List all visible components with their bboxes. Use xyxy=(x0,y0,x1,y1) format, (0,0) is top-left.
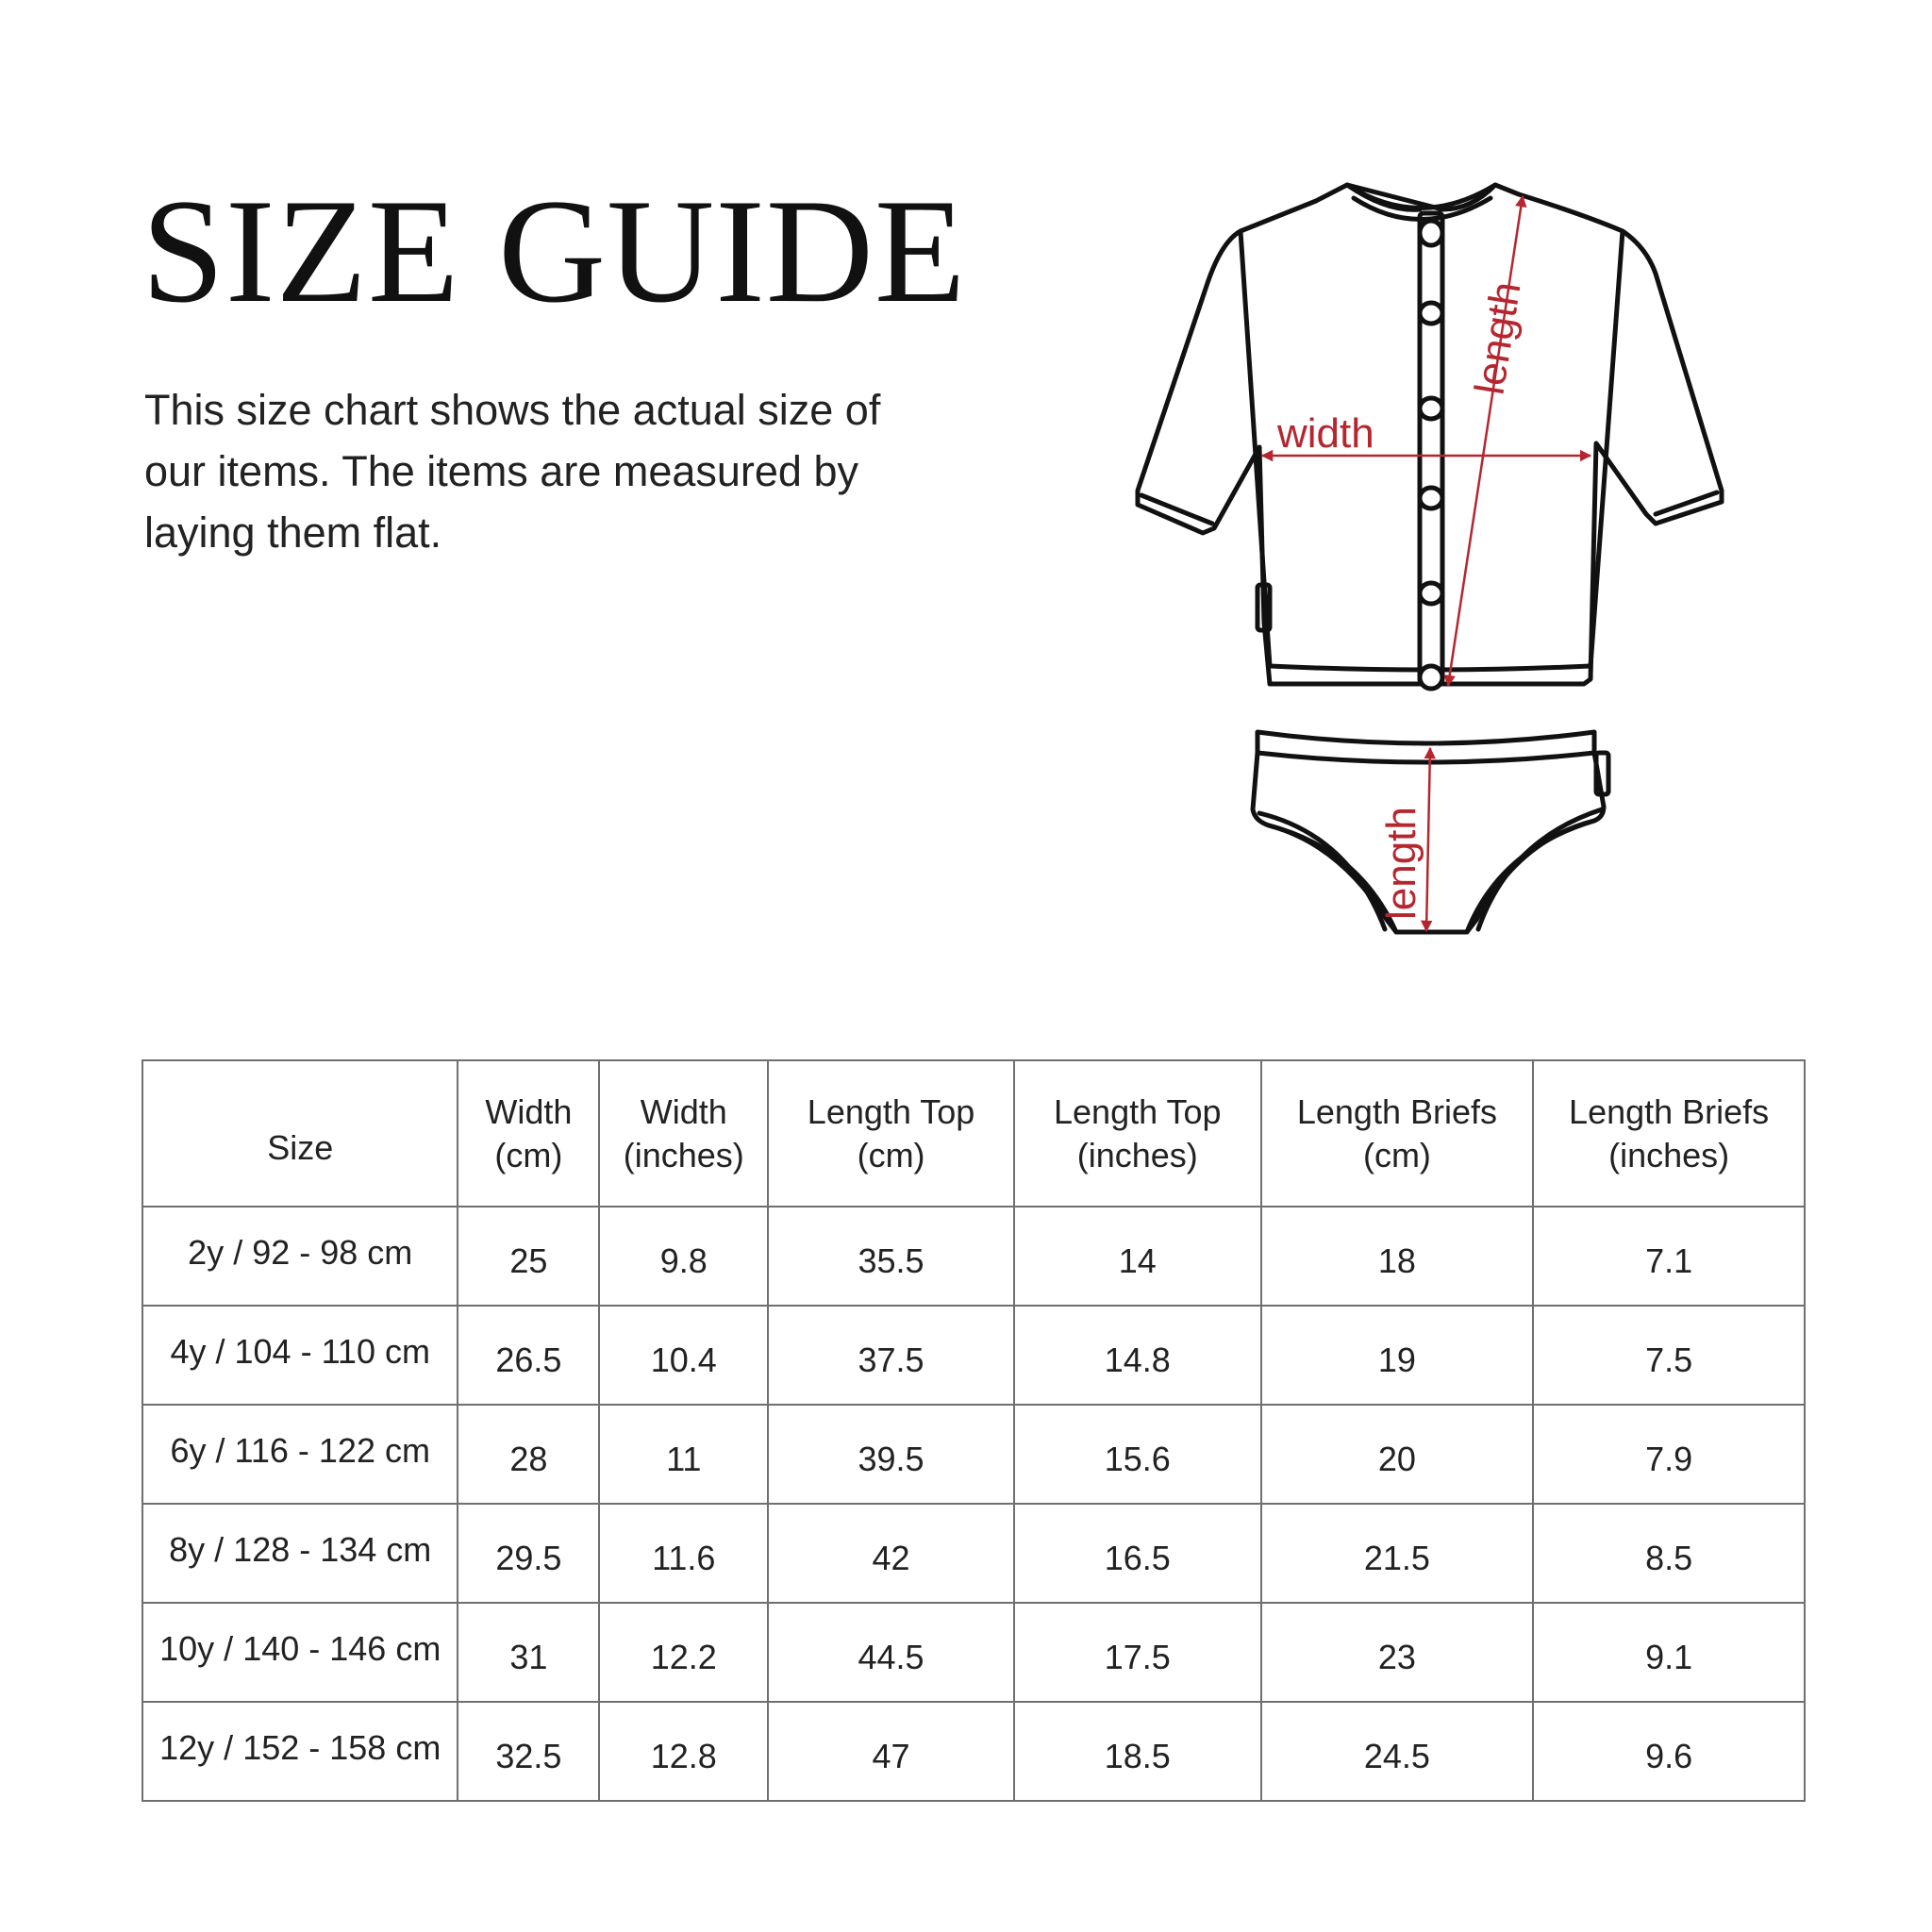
cell-width-cm: 26.5 xyxy=(457,1305,601,1406)
table-row: 2y / 92 - 98 cm 25 9.8 35.5 14 18 7.1 xyxy=(141,1206,1806,1307)
top-length-label: length xyxy=(1466,278,1529,397)
header-length-top-cm: Length Top (cm) xyxy=(767,1059,1015,1208)
cell-size: 10y / 140 - 146 cm xyxy=(141,1602,459,1703)
cell-length-briefs-in: 7.9 xyxy=(1532,1404,1806,1505)
cell-length-briefs-in: 9.1 xyxy=(1532,1602,1806,1703)
top-length-arrow xyxy=(1443,194,1527,688)
table-row: 8y / 128 - 134 cm 29.5 11.6 42 16.5 21.5 8.5 xyxy=(141,1503,1806,1604)
cell-length-top-cm: 44.5 xyxy=(767,1602,1015,1703)
cell-length-briefs-in: 9.6 xyxy=(1532,1701,1806,1802)
briefs-length-arrow xyxy=(1420,746,1437,933)
cell-width-in: 9.8 xyxy=(598,1206,770,1307)
cell-length-top-cm: 35.5 xyxy=(767,1206,1015,1307)
header-width-cm: Width (cm) xyxy=(457,1059,601,1208)
cell-length-briefs-in: 7.1 xyxy=(1532,1206,1806,1307)
table-row: 12y / 152 - 158 cm 32.5 12.8 47 18.5 24.5 9.6 xyxy=(141,1701,1806,1802)
cell-length-briefs-cm: 19 xyxy=(1259,1305,1535,1406)
briefs-length-label: length xyxy=(1378,807,1424,920)
width-label: width xyxy=(1276,410,1374,457)
cell-length-top-cm: 42 xyxy=(767,1503,1015,1604)
table-row: 6y / 116 - 122 cm 28 11 39.5 15.6 20 7.9 xyxy=(141,1404,1806,1505)
cell-length-briefs-cm: 18 xyxy=(1259,1206,1535,1307)
cell-size: 6y / 116 - 122 cm xyxy=(141,1404,459,1505)
intro-text: This size chart shows the actual size of… xyxy=(144,386,881,557)
cell-length-top-cm: 47 xyxy=(767,1701,1015,1802)
cell-size: 2y / 92 - 98 cm xyxy=(141,1206,459,1307)
cell-width-cm: 31 xyxy=(457,1602,601,1703)
cell-length-briefs-cm: 20 xyxy=(1259,1404,1535,1505)
cell-size: 8y / 128 - 134 cm xyxy=(141,1503,459,1604)
button-icons xyxy=(1417,218,1445,691)
cell-length-top-in: 16.5 xyxy=(1012,1503,1262,1604)
measurement-arrows xyxy=(1260,194,1592,933)
header-length-briefs-in: Length Briefs (inches) xyxy=(1532,1059,1806,1208)
header-size: Size xyxy=(141,1059,459,1208)
cell-width-in: 12.8 xyxy=(598,1701,770,1802)
cell-length-top-in: 14.8 xyxy=(1012,1305,1262,1406)
cell-length-top-in: 17.5 xyxy=(1012,1602,1262,1703)
size-table: Size Width (cm) Width (inches) Length Top(… xyxy=(141,1059,1806,1802)
cell-width-in: 12.2 xyxy=(598,1602,770,1703)
cell-length-briefs-cm: 21.5 xyxy=(1259,1503,1535,1604)
cell-size: 4y / 104 - 110 cm xyxy=(141,1305,459,1406)
table-row: 10y / 140 - 146 cm 31 12.2 44.5 17.5 23 9.1 xyxy=(141,1602,1806,1703)
cell-size: 12y / 152 - 158 cm xyxy=(141,1701,459,1802)
cell-width-in: 10.4 xyxy=(598,1305,770,1406)
header-width-in: Width (inches) xyxy=(598,1059,770,1208)
table-row: 4y / 104 - 110 cm 26.5 10.4 37.5 14.8 19 7.5 xyxy=(141,1305,1806,1406)
cell-length-top-cm: 37.5 xyxy=(767,1305,1015,1406)
cell-length-briefs-cm: 23 xyxy=(1259,1602,1535,1703)
cell-length-top-in: 14 xyxy=(1012,1206,1262,1307)
cell-length-briefs-cm: 24.5 xyxy=(1259,1701,1535,1802)
top-garment-icon xyxy=(1135,182,1724,691)
cell-width-cm: 28 xyxy=(457,1404,601,1505)
table-header-row: Size Width (cm) Width (inches) Length Top(… xyxy=(141,1059,1806,1208)
header-length-briefs-cm: Length Briefs (cm) xyxy=(1259,1059,1535,1208)
cell-width-cm: 25 xyxy=(457,1206,601,1307)
briefs-garment-icon xyxy=(1250,729,1611,935)
page-title: SIZE GUIDE xyxy=(142,169,967,334)
cell-width-cm: 29.5 xyxy=(457,1503,601,1604)
cell-length-briefs-in: 7.5 xyxy=(1532,1305,1806,1406)
cell-length-briefs-in: 8.5 xyxy=(1532,1503,1806,1604)
cell-width-in: 11.6 xyxy=(598,1503,770,1604)
cell-length-top-in: 18.5 xyxy=(1012,1701,1262,1802)
cell-length-top-in: 15.6 xyxy=(1012,1404,1262,1505)
cell-width-in: 11 xyxy=(598,1404,770,1505)
cell-length-top-cm: 39.5 xyxy=(767,1404,1015,1505)
cell-width-cm: 32.5 xyxy=(457,1701,601,1802)
header-length-top-in: Length Top (inches) xyxy=(1012,1059,1262,1208)
